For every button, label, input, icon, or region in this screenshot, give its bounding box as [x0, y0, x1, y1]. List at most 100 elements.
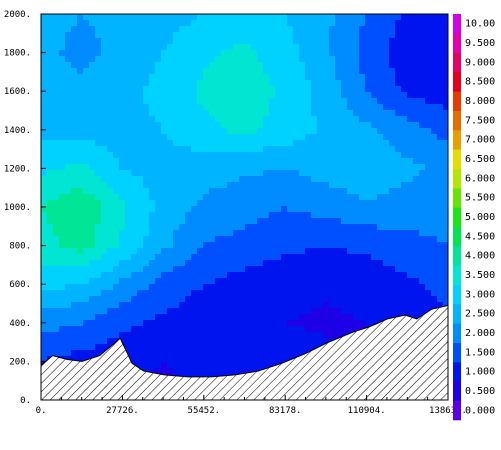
field-cell	[89, 308, 96, 315]
field-cell	[173, 122, 180, 129]
field-cell	[113, 128, 120, 135]
field-cell	[131, 80, 138, 87]
field-cell	[113, 194, 120, 201]
field-cell	[269, 308, 276, 315]
field-cell	[167, 26, 174, 33]
field-cell	[191, 338, 198, 345]
field-cell	[281, 356, 288, 363]
field-cell	[149, 338, 156, 345]
field-cell	[59, 14, 66, 21]
field-cell	[365, 74, 372, 81]
field-cell	[443, 110, 448, 117]
field-cell	[203, 200, 210, 207]
field-cell	[83, 212, 90, 219]
field-cell	[95, 176, 102, 183]
field-cell	[431, 230, 438, 237]
field-cell	[383, 116, 390, 123]
field-cell	[317, 164, 324, 171]
field-cell	[149, 14, 156, 21]
field-cell	[173, 74, 180, 81]
field-cell	[251, 314, 258, 321]
field-cell	[41, 326, 48, 333]
field-cell	[329, 266, 336, 273]
field-cell	[305, 272, 312, 279]
field-cell	[383, 38, 390, 45]
field-cell	[311, 164, 318, 171]
field-cell	[227, 146, 234, 153]
field-cell	[185, 68, 192, 75]
field-cell	[89, 104, 96, 111]
field-cell	[413, 206, 420, 213]
field-cell	[431, 32, 438, 39]
field-cell	[239, 344, 246, 351]
field-cell	[245, 176, 252, 183]
field-cell	[185, 56, 192, 63]
field-cell	[179, 92, 186, 99]
field-cell	[113, 98, 120, 105]
field-cell	[317, 80, 324, 87]
field-cell	[305, 50, 312, 57]
field-cell	[125, 338, 132, 345]
field-cell	[179, 188, 186, 195]
field-cell	[281, 230, 288, 237]
field-cell	[59, 272, 66, 279]
field-cell	[329, 200, 336, 207]
field-cell	[167, 104, 174, 111]
field-cell	[119, 242, 126, 249]
field-cell	[353, 200, 360, 207]
field-cell	[335, 92, 342, 99]
field-cell	[257, 176, 264, 183]
field-cell	[233, 206, 240, 213]
field-cell	[311, 248, 318, 255]
field-cell	[371, 152, 378, 159]
field-cell	[71, 242, 78, 249]
field-cell	[419, 206, 426, 213]
field-cell	[53, 20, 60, 27]
field-cell	[305, 152, 312, 159]
field-cell	[371, 110, 378, 117]
field-cell	[335, 236, 342, 243]
field-cell	[107, 194, 114, 201]
field-cell	[383, 200, 390, 207]
field-cell	[383, 26, 390, 33]
field-cell	[305, 158, 312, 165]
field-cell	[53, 68, 60, 75]
field-cell	[263, 68, 270, 75]
field-cell	[173, 218, 180, 225]
field-cell	[137, 152, 144, 159]
field-cell	[425, 104, 432, 111]
field-cell	[155, 254, 162, 261]
field-cell	[119, 86, 126, 93]
field-cell	[305, 332, 312, 339]
field-cell	[101, 80, 108, 87]
field-cell	[245, 350, 252, 357]
field-cell	[107, 326, 114, 333]
field-cell	[317, 122, 324, 129]
field-cell	[407, 296, 414, 303]
field-cell	[287, 158, 294, 165]
field-cell	[353, 326, 360, 333]
field-cell	[353, 14, 360, 21]
field-cell	[443, 182, 448, 189]
field-cell	[233, 236, 240, 243]
field-cell	[251, 50, 258, 57]
field-cell	[299, 266, 306, 273]
field-cell	[347, 122, 354, 129]
field-cell	[437, 98, 444, 105]
colorbar-swatch	[453, 362, 461, 382]
field-cell	[353, 152, 360, 159]
field-cell	[431, 284, 438, 291]
field-cell	[383, 218, 390, 225]
field-cell	[161, 224, 168, 231]
field-cell	[413, 296, 420, 303]
field-cell	[233, 260, 240, 267]
field-cell	[101, 98, 108, 105]
field-cell	[437, 56, 444, 63]
field-cell	[431, 122, 438, 129]
field-cell	[143, 158, 150, 165]
field-cell	[263, 290, 270, 297]
field-cell	[305, 20, 312, 27]
field-cell	[239, 122, 246, 129]
field-cell	[287, 32, 294, 39]
field-cell	[161, 236, 168, 243]
